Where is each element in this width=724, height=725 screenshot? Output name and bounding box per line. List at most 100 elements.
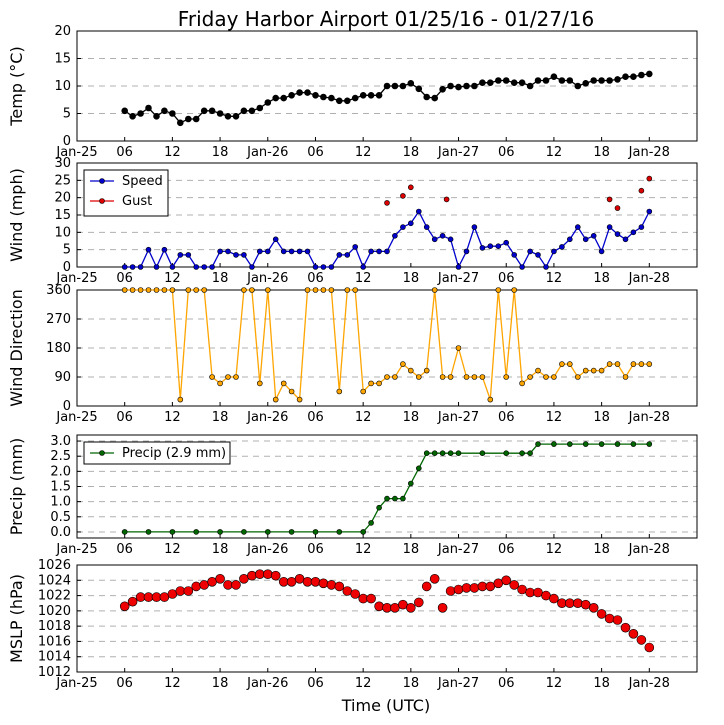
x-tick-label: 18 [593, 410, 610, 425]
data-point [352, 244, 359, 250]
data-point [185, 115, 192, 123]
data-point [119, 601, 130, 612]
data-point [415, 85, 423, 93]
data-point [359, 92, 367, 99]
data-point [510, 79, 518, 86]
x-tick-label: 06 [116, 676, 133, 691]
data-point [351, 94, 359, 102]
data-point [598, 441, 605, 447]
data-point [304, 248, 311, 255]
x-tick-label: 06 [498, 542, 515, 557]
x-tick-label: Jan-27 [437, 676, 479, 691]
data-point [169, 110, 176, 117]
data-point [485, 581, 496, 592]
data-point [582, 367, 589, 374]
data-point [431, 94, 439, 102]
data-point [376, 504, 382, 511]
y-tick-label: 1020 [38, 604, 71, 619]
legend-box [83, 441, 231, 465]
panel-temp: 0 5 10 15 20 Jan-25 06 12 18 Jan-26 06 12 18 Jan-27 06… [7, 24, 698, 160]
data-point [272, 94, 280, 102]
data-point [312, 92, 319, 99]
data-point [437, 602, 448, 613]
y-tick-label: 30 [54, 156, 71, 171]
data-point [336, 529, 343, 535]
data-point [344, 252, 351, 258]
y-tick-label: 1.0 [50, 495, 71, 510]
x-tick-label: 12 [546, 676, 563, 691]
data-point [129, 113, 136, 120]
data-point [407, 184, 414, 191]
data-point [519, 450, 525, 457]
x-tick-label: 18 [403, 542, 420, 557]
y-tick-label: 0 [63, 399, 71, 414]
data-point [622, 73, 629, 80]
data-point [527, 248, 533, 255]
data-point [582, 80, 590, 87]
data-point [628, 628, 639, 639]
data-point [622, 374, 629, 380]
data-point [407, 480, 414, 487]
data-point [328, 264, 335, 270]
data-point [304, 89, 311, 96]
data-point [519, 380, 525, 387]
x-tick-label: 12 [355, 676, 372, 691]
y-axis-label-temp: Temp (°C) [7, 46, 26, 126]
data-point [471, 374, 478, 380]
panel-wind: 0 5 10 15 20 25 30 Jan-25 06 12 18 Jan-26 06 12 18 Jan-… [7, 156, 698, 286]
data-point [296, 89, 303, 96]
x-tick-label: 18 [403, 271, 420, 286]
data-point [486, 79, 494, 86]
panel-precip: 0.00.51.01.52.02.53.0 Jan-25 06 12 18 Jan-26 0… [7, 434, 698, 557]
data-point [384, 495, 390, 502]
x-tick-label: 12 [355, 410, 372, 425]
data-point [193, 264, 199, 270]
data-point [511, 252, 518, 258]
data-point [527, 450, 533, 457]
data-point [256, 248, 263, 255]
legend-marker [99, 450, 105, 456]
data-point [479, 79, 486, 86]
x-tick-label: 06 [498, 271, 515, 286]
x-tick-label: 18 [593, 145, 610, 160]
data-point [606, 224, 613, 230]
data-point [272, 236, 279, 243]
data-point [320, 264, 327, 270]
data-point [368, 380, 374, 387]
data-point [384, 248, 390, 255]
data-point [153, 264, 160, 270]
data-point [566, 441, 573, 447]
data-point [503, 450, 510, 457]
data-point [574, 374, 581, 380]
data-point [636, 635, 647, 645]
data-point [312, 264, 319, 270]
data-point [129, 287, 136, 293]
chart-title: Friday Harbor Airport 01/25/16 - 01/27/1… [178, 7, 594, 31]
data-point [533, 587, 543, 598]
y-tick-label: 270 [46, 312, 71, 327]
x-tick-label: 18 [403, 145, 420, 160]
data-point [231, 580, 241, 590]
data-point [121, 529, 128, 535]
data-point [598, 248, 605, 255]
data-point [630, 73, 637, 80]
y-tick-label: 10 [54, 79, 71, 94]
panels: 0 5 10 15 20 Jan-25 06 12 18 Jan-26 06 12 18 Jan-27 06… [7, 24, 698, 691]
plot-frame [76, 30, 698, 142]
data-point [502, 77, 510, 84]
y-tick-label: 0.5 [50, 510, 71, 525]
data-point [463, 374, 470, 380]
plot-frame [76, 564, 698, 673]
x-tick-label: 18 [212, 542, 229, 557]
data-point [239, 573, 249, 584]
data-point [334, 581, 345, 592]
data-point [288, 388, 295, 395]
data-point [443, 196, 450, 203]
data-point [352, 287, 359, 293]
data-point [336, 388, 343, 395]
data-point [572, 598, 583, 609]
data-point [415, 374, 422, 380]
data-point [429, 573, 440, 584]
x-tick-label: 06 [307, 542, 324, 557]
